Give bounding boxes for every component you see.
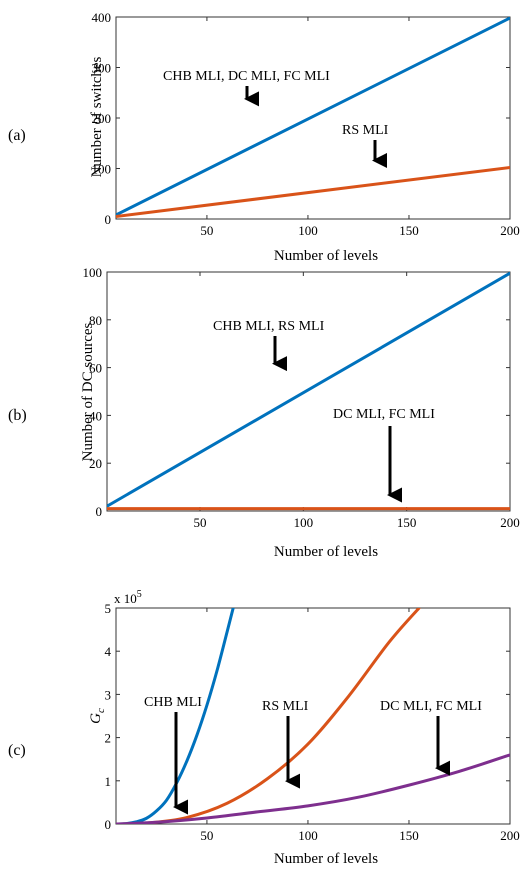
panel-c-axes-frame bbox=[115, 607, 511, 825]
panel-b-ylabel: Number of DC sources bbox=[80, 322, 96, 461]
panel-a-ylabel: Number of switches bbox=[89, 56, 105, 177]
panel-a-series-1 bbox=[116, 17, 510, 217]
panel-b-ytick-label-5: 100 bbox=[83, 265, 103, 280]
panel-a-xtick-label-1: 100 bbox=[298, 223, 318, 238]
panel-b-plot: 50 100 150 200 0 20 40 60 80 100 bbox=[83, 265, 520, 530]
panel-c-ylabel-main: G bbox=[88, 713, 104, 724]
panel-c-annotation-3: DC MLI, FC MLI bbox=[380, 699, 482, 714]
panel-b-axes-frame bbox=[106, 271, 511, 512]
panel-c-ylabel-sub: c bbox=[95, 708, 107, 713]
panel-a-ytick-label-4: 400 bbox=[92, 10, 112, 25]
panel-c-ylabel: Gc bbox=[88, 708, 107, 724]
panel-b-xtick-label-3: 200 bbox=[500, 515, 520, 530]
panel-c-ytick-label-5: 5 bbox=[105, 601, 112, 616]
panel-a-ytick-label-2: 200 bbox=[92, 111, 112, 126]
panel-c-xlabel: Number of levels bbox=[274, 851, 378, 867]
panel-c-exponent-power: 5 bbox=[137, 589, 142, 600]
panel-c-ytick-label-2: 2 bbox=[105, 731, 112, 746]
panel-c-xtick-label-0: 50 bbox=[200, 828, 213, 843]
panel-c-plot: 50 100 150 200 0 1 2 3 4 5 bbox=[105, 601, 520, 843]
panel-b-annotation-1: CHB MLI, RS MLI bbox=[213, 319, 325, 334]
panel-b-ytick-label-3: 60 bbox=[89, 361, 102, 376]
panel-a-annotation-1: CHB MLI, DC MLI, FC MLI bbox=[163, 69, 330, 84]
panel-a-series-2 bbox=[116, 165, 510, 218]
panel-c-exponent: x 105 bbox=[114, 589, 142, 606]
panel-c-series-2 bbox=[116, 608, 421, 824]
panel-b-xtick-label-2: 150 bbox=[397, 515, 417, 530]
panel-b-label: (b) bbox=[8, 407, 27, 424]
panel-a-ytick-label-3: 300 bbox=[92, 61, 112, 76]
panel-b-series-1 bbox=[107, 272, 510, 508]
panel-a-ytick-label-0: 0 bbox=[105, 212, 112, 227]
panel-c-ytick-label-0: 0 bbox=[105, 817, 112, 832]
panel-b-xlabel: Number of levels bbox=[274, 544, 378, 560]
panel-c-annotation-2: RS MLI bbox=[262, 699, 309, 714]
panel-a-xtick-label-3: 200 bbox=[500, 223, 520, 238]
panel-a-label: (a) bbox=[8, 127, 26, 144]
panel-a-xtick-label-0: 50 bbox=[200, 223, 213, 238]
panel-b-xtick-label-0: 50 bbox=[194, 515, 207, 530]
panel-b-xtick-label-1: 100 bbox=[294, 515, 314, 530]
panel-c-ytick-label-1: 1 bbox=[105, 774, 112, 789]
panel-a-annotation-2: RS MLI bbox=[342, 123, 389, 138]
panel-b: (b) Number of levels Number of DC source… bbox=[8, 319, 435, 560]
panel-c-xtick-label-3: 200 bbox=[500, 828, 520, 843]
panel-a-xtick-label-2: 150 bbox=[399, 223, 419, 238]
panel-a-ytick-label-1: 100 bbox=[92, 162, 112, 177]
panel-b-ytick-label-0: 0 bbox=[96, 504, 103, 519]
panel-c-annotation-1: CHB MLI bbox=[144, 695, 202, 710]
panel-c-exponent-base: x 10 bbox=[114, 591, 137, 606]
panel-c-xtick-label-1: 100 bbox=[298, 828, 318, 843]
panel-b-annotation-2: DC MLI, FC MLI bbox=[333, 407, 435, 422]
panel-c-label: (c) bbox=[8, 742, 26, 759]
panel-a: (a) Number of levels Number of switches … bbox=[8, 56, 389, 264]
panel-c-ytick-label-4: 4 bbox=[105, 644, 112, 659]
panel-c-xtick-label-2: 150 bbox=[399, 828, 419, 843]
panel-b-ytick-label-1: 20 bbox=[89, 456, 102, 471]
panel-b-ytick-label-4: 80 bbox=[89, 313, 102, 328]
panel-b-ytick-label-2: 40 bbox=[89, 408, 102, 423]
panel-a-xlabel: Number of levels bbox=[274, 248, 378, 264]
panel-c: (c) Number of levels Gc x 105 CHB MLI RS… bbox=[8, 589, 482, 867]
panel-c-ytick-label-3: 3 bbox=[105, 687, 112, 702]
panel-a-plot: 50 100 150 200 0 100 200 300 400 bbox=[92, 10, 520, 238]
